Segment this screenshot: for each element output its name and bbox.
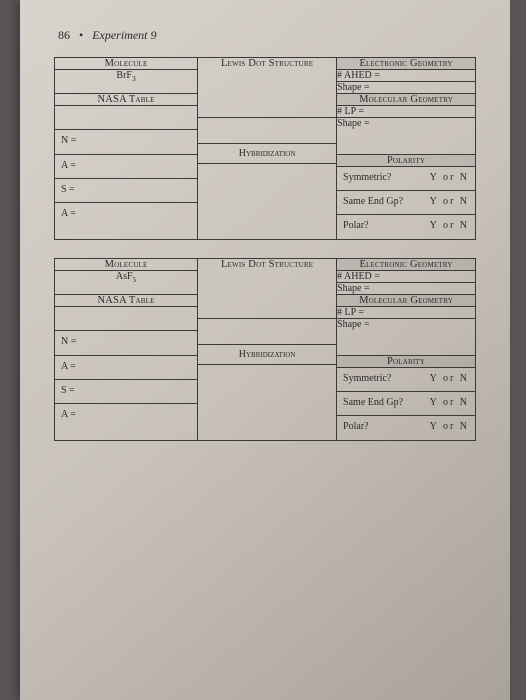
hybrid-column: Hybridization	[198, 319, 337, 441]
yn-choice: Y or N	[430, 421, 469, 432]
sameend-label: Same End Gp?	[343, 397, 403, 408]
bullet: •	[79, 28, 83, 42]
a-cell-2: A =	[55, 404, 197, 428]
a-cell: A =	[55, 356, 197, 380]
yn-choice: Y or N	[430, 397, 469, 408]
symmetric-label: Symmetric?	[343, 373, 391, 384]
symmetric-label: Symmetric?	[343, 172, 391, 183]
header-lewis: Lewis Dot Structure	[198, 58, 336, 69]
shape-cell-eg: Shape =	[337, 82, 476, 94]
table-row: Molecule Lewis Dot Structure Electronic …	[55, 259, 476, 271]
polar-row: Polar? Y or N	[337, 215, 475, 239]
sameend-row: Same End Gp? Y or N	[337, 392, 475, 416]
polar-row: Polar? Y or N	[337, 416, 475, 440]
nasa-cells: N =	[55, 106, 198, 155]
header-molecule: Molecule	[55, 259, 198, 271]
yn-choice: Y or N	[430, 220, 469, 231]
header-molecule: Molecule	[55, 58, 198, 70]
lewis-cell: Lewis Dot Structure	[198, 259, 337, 319]
header-hybridization: Hybridization	[198, 345, 336, 365]
shape-cell-mg: Shape =	[337, 319, 476, 356]
blank-above-hybrid	[198, 319, 336, 345]
blank-line-1	[55, 106, 197, 130]
polarity-cells: Symmetric? Y or N Same End Gp? Y or N Po…	[337, 167, 476, 240]
polar-label: Polar?	[343, 421, 369, 432]
blank-line-1	[55, 307, 197, 331]
formula-base: AsF	[116, 271, 133, 282]
ahed-cell: # AHED =	[337, 271, 476, 283]
yn-choice: Y or N	[430, 172, 469, 183]
header-hybridization: Hybridization	[198, 144, 336, 164]
yn-choice: Y or N	[430, 196, 469, 207]
header-polarity: Polarity	[337, 155, 476, 167]
symmetric-row: Symmetric? Y or N	[337, 167, 475, 191]
yn-choice: Y or N	[430, 373, 469, 384]
shape-cell-eg: Shape =	[337, 283, 476, 295]
shape-cell-mg: Shape =	[337, 118, 476, 155]
sameend-row: Same End Gp? Y or N	[337, 191, 475, 215]
sameend-label: Same End Gp?	[343, 196, 403, 207]
blank-above-hybrid	[198, 118, 336, 144]
page-header: 86 • Experiment 9	[54, 28, 476, 43]
lp-cell: # LP =	[337, 307, 476, 319]
header-polarity: Polarity	[337, 356, 476, 368]
s-cell: S =	[55, 380, 197, 404]
header-electronic-geometry: Electronic Geometry	[337, 259, 476, 271]
polar-label: Polar?	[343, 220, 369, 231]
symmetric-row: Symmetric? Y or N	[337, 368, 475, 392]
header-molecular-geometry: Molecular Geometry	[337, 94, 476, 106]
header-molecular-geometry: Molecular Geometry	[337, 295, 476, 307]
lewis-cell: Lewis Dot Structure	[198, 58, 337, 118]
table-row: Molecule Lewis Dot Structure Electronic …	[55, 58, 476, 70]
formula-sub: 3	[132, 74, 136, 83]
s-cell: S =	[55, 179, 197, 203]
hybrid-column: Hybridization	[198, 118, 337, 240]
n-cell: N =	[55, 130, 197, 154]
nasa-cells: N =	[55, 307, 198, 356]
header-nasa: NASA Table	[55, 295, 198, 307]
page-number: 86	[58, 28, 70, 42]
molecule-block-1: Molecule Lewis Dot Structure Electronic …	[54, 57, 476, 240]
a-cell-2: A =	[55, 203, 197, 227]
molecule-formula: BrF3	[55, 70, 198, 94]
molecule-formula: AsF5	[55, 271, 198, 295]
header-lewis: Lewis Dot Structure	[198, 259, 336, 270]
nasa-cells-2: A = S = A =	[55, 356, 198, 441]
header-nasa: NASA Table	[55, 94, 198, 106]
nasa-cells-2: A = S = A =	[55, 155, 198, 240]
worksheet-page: 86 • Experiment 9 Molecule Lewis Dot Str…	[20, 0, 510, 700]
experiment-title: Experiment 9	[92, 28, 156, 42]
ahed-cell: # AHED =	[337, 70, 476, 82]
molecule-block-2: Molecule Lewis Dot Structure Electronic …	[54, 258, 476, 441]
n-cell: N =	[55, 331, 197, 355]
a-cell: A =	[55, 155, 197, 179]
lp-cell: # LP =	[337, 106, 476, 118]
polarity-cells: Symmetric? Y or N Same End Gp? Y or N Po…	[337, 368, 476, 441]
formula-sub: 5	[133, 275, 137, 284]
header-electronic-geometry: Electronic Geometry	[337, 58, 476, 70]
formula-base: BrF	[116, 70, 132, 81]
